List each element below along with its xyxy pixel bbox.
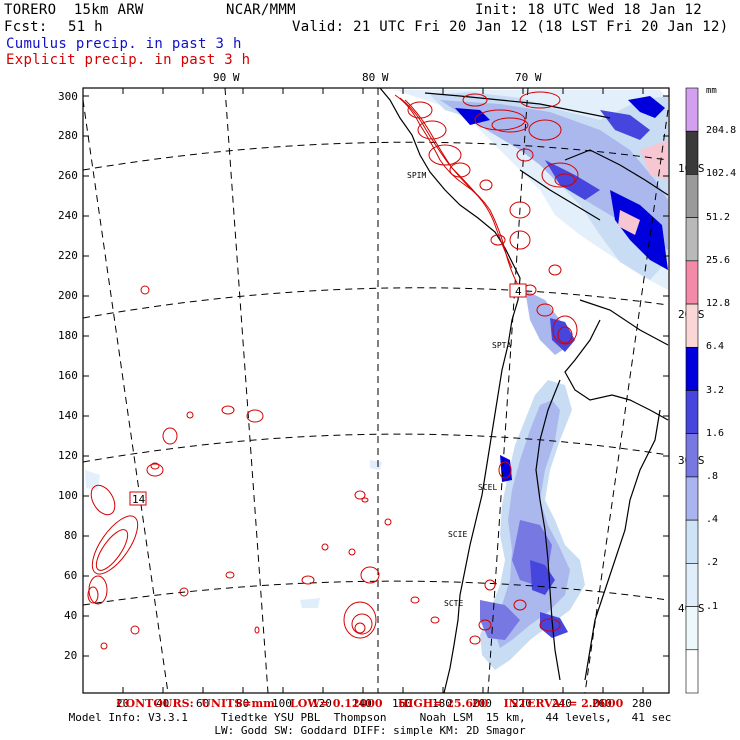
legend-swatch	[685, 433, 699, 478]
explicit-precip-contours	[87, 91, 579, 650]
label-box-14-text: 14	[132, 493, 146, 506]
lon-label-90w: 90 W	[213, 71, 240, 84]
y-tick-label: 180	[58, 329, 78, 342]
legend-swatch	[685, 606, 699, 651]
label-box-4	[509, 283, 527, 298]
legend-level-label: 204.8	[706, 125, 737, 137]
legend-swatch	[685, 649, 699, 694]
label-box-4-text: 4	[515, 285, 522, 298]
axis-ticks	[83, 88, 669, 693]
y-tick-label: 60	[64, 569, 78, 582]
y-tick-label: 280	[58, 129, 78, 142]
x-tick-label: 120	[312, 697, 332, 710]
legend-level-label: .2	[706, 557, 719, 569]
y-tick-label: 160	[58, 369, 78, 382]
legend-swatch	[685, 476, 699, 521]
legend-level-label: .8	[706, 470, 719, 482]
forecast-hours: 51 h	[68, 19, 103, 35]
cumulus-precip-areas	[85, 90, 668, 670]
y-tick-label: 200	[58, 289, 78, 302]
init-time: Init: 18 UTC Wed 18 Jan 12	[475, 2, 702, 18]
y-tick-label: 260	[58, 169, 78, 182]
contour-info: CONTOURS: UNITS=mm LOW= 0.12000 HIGH= 25…	[116, 697, 624, 710]
x-tick-label: 200	[472, 697, 492, 710]
x-tick-label: 220	[512, 697, 532, 710]
legend-level-label: 25.6	[706, 254, 731, 266]
legend-level-label: 51.2	[706, 211, 731, 223]
y-tick-label: 80	[64, 529, 78, 542]
lon-label-70w: 70 W	[515, 71, 542, 84]
forecast-label: Fcst:	[4, 19, 48, 35]
x-tick-label: 100	[272, 697, 292, 710]
station-label: SPIM	[407, 171, 426, 180]
legend-level-label: .4	[706, 514, 719, 526]
station-label: SCEL	[478, 483, 497, 492]
x-tick-label: 40	[156, 697, 170, 710]
legend-swatch	[685, 130, 699, 175]
lon-label-80w: 80 W	[362, 71, 389, 84]
valid-time: Valid: 21 UTC Fri 20 Jan 12 (18 LST Fri …	[292, 19, 729, 35]
station-label: SCTE	[444, 599, 463, 608]
x-tick-label: 180	[432, 697, 452, 710]
legend-level-label: 3.2	[706, 384, 725, 396]
y-tick-label: 300	[58, 90, 78, 103]
y-tick-label: 120	[58, 449, 78, 462]
label-box-14	[129, 491, 147, 506]
field2-title: Explicit precip. in past 3 h	[6, 52, 251, 68]
model-title: TORERO 15km ARW	[4, 2, 144, 18]
x-tick-label: 160	[392, 697, 412, 710]
physics-info: LW: Godd SW: Goddard DIFF: simple KM: 2D…	[214, 724, 526, 737]
x-tick-label: 60	[196, 697, 210, 710]
legend-swatch	[685, 260, 699, 305]
model-info: Model Info: V3.3.1 Tiedtke YSU PBL Thomp…	[68, 711, 672, 724]
x-tick-label: 280	[632, 697, 652, 710]
x-tick-label: 140	[352, 697, 372, 710]
legend-level-label: 12.8	[706, 298, 731, 310]
y-tick-label: 100	[58, 489, 78, 502]
legend-level-label: 1.6	[706, 427, 725, 439]
y-tick-label: 220	[58, 249, 78, 262]
legend-level-label: .1	[706, 600, 719, 612]
coastlines	[379, 88, 669, 693]
center-name: NCAR/MMM	[226, 2, 296, 18]
legend-swatch	[685, 174, 699, 218]
legend-unit: mm	[706, 86, 717, 96]
x-tick-label: 80	[236, 697, 250, 710]
x-tick-label: 240	[552, 697, 572, 710]
station-label: SPTA	[492, 341, 511, 350]
legend-swatch	[685, 346, 699, 391]
legend-swatch	[685, 390, 699, 435]
x-tick-label: 20	[116, 697, 130, 710]
legend-swatch	[685, 87, 699, 132]
legend-swatch	[685, 303, 699, 348]
station-label: SCIE	[448, 530, 467, 539]
x-tick-label: 260	[592, 697, 612, 710]
y-tick-label: 140	[58, 409, 78, 422]
field1-title: Cumulus precip. in past 3 h	[6, 36, 242, 52]
legend-swatch	[685, 217, 699, 262]
y-tick-label: 40	[64, 609, 78, 622]
legend-level-label: 102.4	[706, 168, 737, 180]
legend-level-label: 6.4	[706, 341, 725, 353]
legend-swatch	[685, 519, 699, 564]
precip-legend	[685, 87, 699, 694]
legend-swatch	[685, 563, 699, 607]
y-tick-label: 240	[58, 209, 78, 222]
y-tick-label: 20	[64, 649, 78, 662]
map-frame	[82, 87, 670, 694]
